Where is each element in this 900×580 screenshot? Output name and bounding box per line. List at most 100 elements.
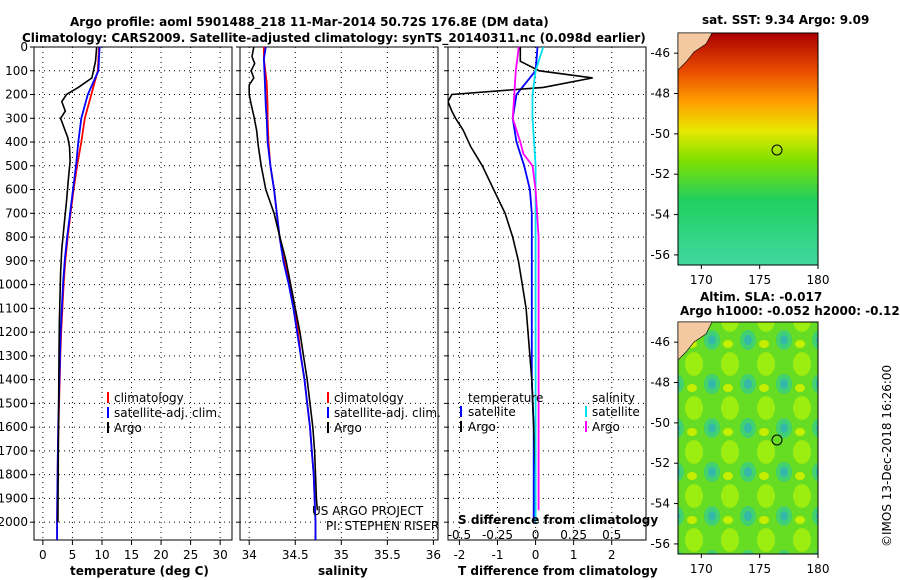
legend-label: climatology [114,391,184,405]
y-tick-label: 1200 [0,325,28,339]
x-tick-label: 15 [124,548,139,562]
s-tick-label: 0.25 [560,528,587,542]
y-tick-label: 1700 [0,444,28,458]
difference-legend-temperature: temperature satellite Argo [460,391,543,434]
y-tick-label: 1500 [0,396,28,410]
series-line-temperature-argo [448,47,593,513]
lat-tick-label: -48 [650,376,670,390]
y-tick-label: 1400 [0,373,28,387]
y-tick-label: 1300 [0,349,28,363]
legend-label: satellite [592,405,640,419]
x-tick-label: 1 [570,548,578,562]
sst-field [678,33,818,265]
legend-label: climatology [334,391,404,405]
difference-xlabel: T difference from climatology [458,564,658,578]
lat-tick-label: -46 [650,335,670,349]
credit-pi: PI: STEPHEN RISER [326,519,439,533]
lon-tick-label: 175 [748,562,771,576]
y-tick-label: 1600 [0,420,28,434]
title-line-1: Argo profile: aoml 5901488_218 11-Mar-20… [70,15,549,30]
lat-tick-label: -50 [650,416,670,430]
lat-tick-label: -52 [650,456,670,470]
y-tick-label: 500 [5,159,28,173]
x-tick-label: -2 [453,548,465,562]
sla-field [678,322,818,554]
salinity-frame [239,46,439,541]
x-tick-label: -1 [492,548,504,562]
legend-label: satellite-adj. clim. [334,406,441,420]
legend-label: satellite-adj. clim. [114,406,221,420]
sla-map-title-1: Altim. SLA: -0.017 [700,290,822,304]
temperature-legend: climatology satellite-adj. clim. Argo [107,391,221,435]
y-tick-label: 200 [5,88,28,102]
difference-panel: -2 -1 0 1 2 [444,46,647,562]
x-tick-label: 35 [334,548,349,562]
s-difference-axis-label: S difference from climatology [458,513,658,527]
sla-land-new-zealand [677,321,713,361]
legend-title: temperature [468,391,543,405]
series-line-salinity-argo [511,47,540,511]
sla-profile-marker [771,434,783,446]
difference-legend-salinity: salinity satellite Argo [585,391,640,434]
y-tick-label: 800 [5,230,28,244]
y-tick-label: 0 [20,40,28,54]
sst-frame [677,32,819,266]
y-tick-label: 400 [5,135,28,149]
s-tick-label: -0.25 [482,528,513,542]
y-tick-label: 300 [5,111,28,125]
y-tick-label: 700 [5,206,28,220]
lat-tick-label: -46 [650,46,670,60]
lat-tick-label: -56 [650,537,670,551]
temperature-panel: 0 5 10 15 20 25 300100200300400500600700800900… [0,40,233,562]
series-line-argo [57,47,98,523]
lon-tick-label: 180 [807,273,830,287]
legend-label: Argo [468,420,496,434]
y-tick-label: 100 [5,64,28,78]
temperature-frame [33,46,233,541]
credit-project: US ARGO PROJECT [312,504,424,518]
lon-tick-label: 170 [690,562,713,576]
legend-label: Argo [334,421,362,435]
x-tick-label: 36 [426,548,441,562]
salinity-panel: 34 34.5 35 35.5 36 [236,46,441,562]
lat-tick-label: -54 [650,497,670,511]
temperature-xlabel: temperature (deg C) [70,564,209,578]
s-tick-label: -0.5 [448,528,471,542]
sst-map [677,32,819,266]
y-tick-label: 900 [5,254,28,268]
lat-tick-label: -54 [650,208,670,222]
lat-tick-label: -48 [650,87,670,101]
footer-stamp: ©IMOS 13-Dec-2018 16:26:00 [880,365,894,547]
y-tick-label: 2000 [0,515,28,529]
s-tick-label: 0 [532,528,540,542]
x-tick-label: 34 [242,548,257,562]
y-tick-label: 1000 [0,278,28,292]
x-tick-label: 0 [39,548,47,562]
lat-tick-label: -50 [650,127,670,141]
x-tick-label: 2 [608,548,616,562]
y-tick-label: 1800 [0,468,28,482]
difference-frame [447,46,647,541]
x-tick-label: 34.5 [282,548,309,562]
lat-tick-label: -56 [650,248,670,262]
legend-label: Argo [592,420,620,434]
sst-land-new-zealand [677,32,713,71]
salinity-series [248,47,319,540]
y-tick-label: 1900 [0,491,28,505]
series-line-argo [248,47,319,511]
y-tick-label: 600 [5,183,28,197]
salinity-xlabel: salinity [318,564,368,578]
legend-title: salinity [592,391,635,405]
x-tick-label: 25 [183,548,198,562]
series-line-satellite-adj-clim [262,47,317,540]
legend-label: satellite [468,405,516,419]
legend-label: Argo [114,421,142,435]
sla-map [677,321,819,555]
sst-map-title: sat. SST: 9.34 Argo: 9.09 [702,13,869,27]
x-tick-label: 30 [213,548,228,562]
sla-map-title-2: Argo h1000: -0.052 h2000: -0.12 [680,304,900,318]
y-tick-label: 1100 [0,301,28,315]
lon-tick-label: 170 [690,273,713,287]
x-tick-label: 20 [153,548,168,562]
